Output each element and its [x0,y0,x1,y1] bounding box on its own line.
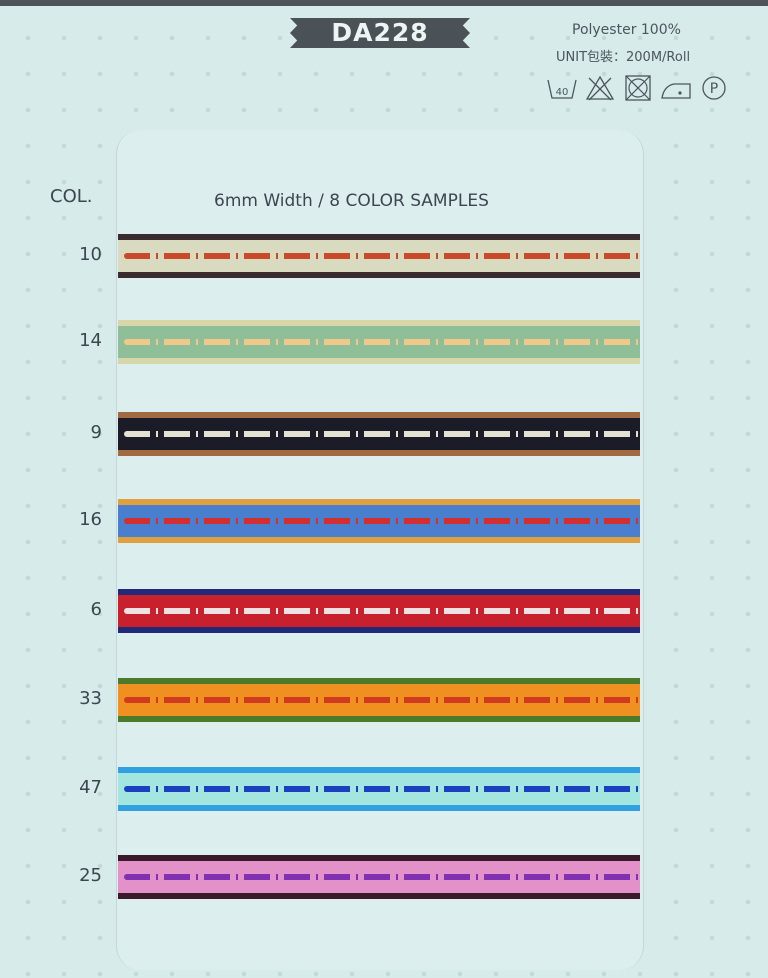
ribbon-sample [118,767,640,811]
top-edge [0,0,768,6]
ribbon-sample [118,320,640,364]
iron-low-icon [661,83,691,99]
ribbon-stitch [124,697,640,703]
ribbon-sample [118,499,640,543]
color-number: 10 [79,244,102,265]
ribbon-sample [118,234,640,278]
ribbon-stitch [124,253,640,259]
ribbon-sample [118,589,640,633]
ribbon-sample [118,412,640,456]
ribbon-stitch [124,786,640,792]
color-number: 47 [79,777,102,798]
wash-40-icon: 40 [547,79,577,99]
model-banner: DA228 [290,18,470,48]
color-number: 16 [79,509,102,530]
color-number: 14 [79,330,102,351]
material-text: Polyester 100% [572,22,681,38]
ribbon-sample [118,855,640,899]
wash-temp: 40 [556,87,569,98]
no-tumble-dry-icon [625,75,651,101]
ribbon-stitch [124,431,640,437]
care-icons: 40 P [546,74,730,102]
unit-text: UNIT包裝：200M/Roll [556,50,691,65]
ribbon-stitch [124,518,640,524]
color-number: 33 [79,688,102,709]
dry-clean-letter: P [710,81,718,97]
ribbon-stitch [124,608,640,614]
color-number: 9 [90,422,102,443]
ribbon-stitch [124,874,640,880]
color-number: 6 [90,599,102,620]
ribbon-stitch [124,339,640,345]
col-label: COL. [50,186,93,207]
ribbon-sample [118,678,640,722]
color-number: 25 [79,865,102,886]
dry-clean-p-icon: P [702,76,726,100]
subtitle: 6mm Width / 8 COLOR SAMPLES [214,191,489,211]
no-bleach-icon [585,75,615,101]
